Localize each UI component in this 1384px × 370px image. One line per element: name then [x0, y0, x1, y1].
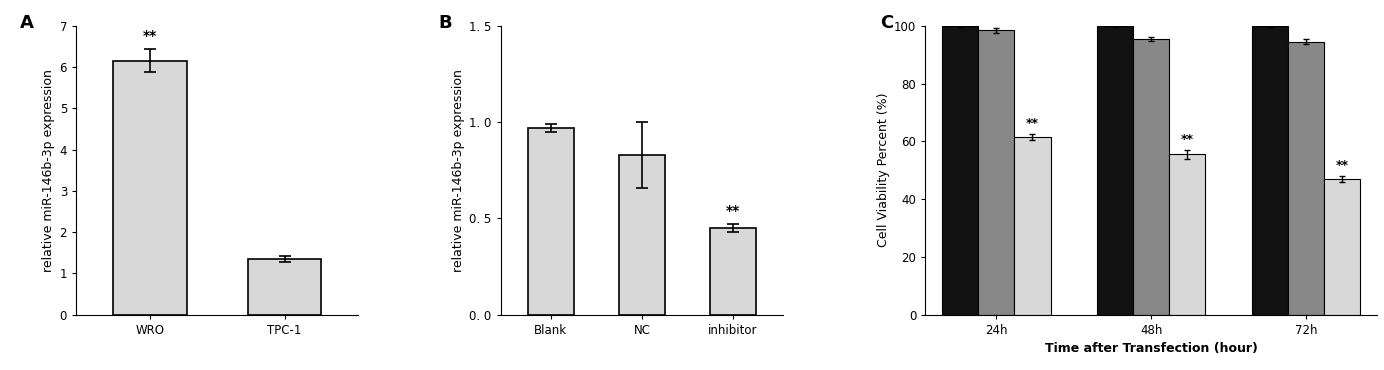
Legend: Blank, NC, Inhibitor: Blank, NC, Inhibitor — [1086, 0, 1261, 2]
Text: A: A — [19, 14, 33, 32]
Bar — [1169, 154, 1205, 314]
Bar — [113, 61, 187, 314]
Bar — [529, 128, 573, 314]
Y-axis label: Cell Viability Percent (%): Cell Viability Percent (%) — [877, 93, 890, 248]
Bar — [978, 30, 1014, 314]
Bar — [710, 228, 756, 314]
Y-axis label: relative miR-146b-3p expression: relative miR-146b-3p expression — [43, 69, 55, 272]
Bar — [943, 26, 978, 314]
Text: **: ** — [1181, 133, 1194, 146]
Text: **: ** — [143, 29, 158, 43]
Y-axis label: relative miR-146b-3p expression: relative miR-146b-3p expression — [453, 69, 465, 272]
Bar — [619, 155, 664, 314]
Text: B: B — [439, 14, 453, 32]
Text: **: ** — [725, 204, 740, 218]
Bar — [1289, 42, 1324, 314]
Bar — [1014, 137, 1050, 314]
X-axis label: Time after Transfection (hour): Time after Transfection (hour) — [1045, 342, 1258, 355]
Bar — [1098, 26, 1133, 314]
Text: **: ** — [1336, 159, 1349, 172]
Text: **: ** — [1026, 117, 1039, 130]
Text: C: C — [880, 14, 894, 32]
Bar — [1324, 179, 1360, 314]
Bar — [1133, 39, 1169, 314]
Bar — [1253, 26, 1289, 314]
Bar — [248, 259, 321, 314]
